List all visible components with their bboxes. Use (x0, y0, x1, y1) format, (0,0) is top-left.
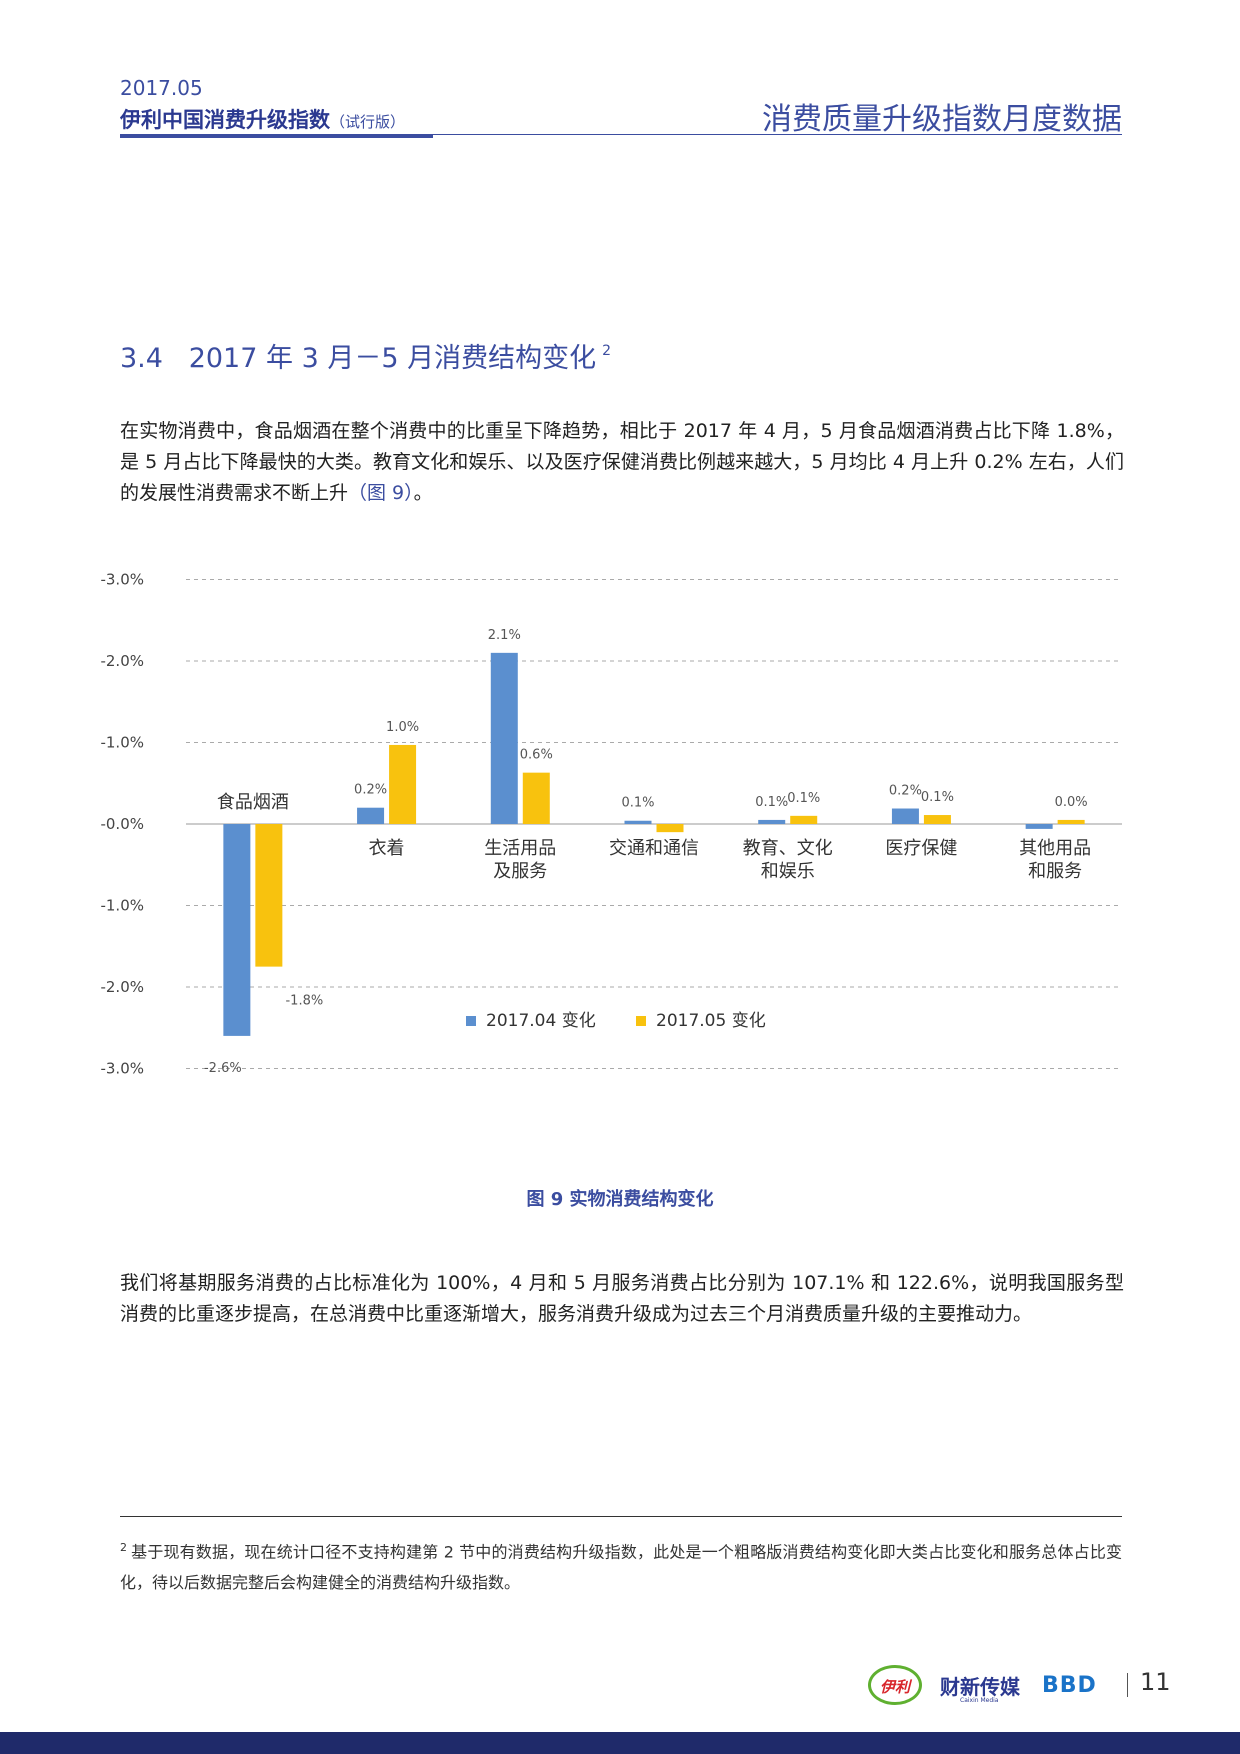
bar (1057, 819, 1085, 824)
data-label: 0.1% (921, 790, 954, 805)
data-label: 2.1% (488, 628, 521, 643)
y-tick-label: -1.0% (100, 734, 144, 752)
bar (758, 819, 786, 824)
y-tick-label: -1.0% (100, 897, 144, 915)
y-tick-label: -2.0% (100, 978, 144, 996)
footer-logos: 伊利 财新传媒 Caixin Media BBD (868, 1665, 1124, 1709)
intro-paragraph: 在实物消费中，食品烟酒在整个消费中的比重呈下降趋势，相比于 2017 年 4 月… (120, 416, 1124, 509)
bar (891, 808, 919, 824)
category-label: 衣着 (369, 838, 405, 859)
data-label: 0.1% (787, 791, 820, 806)
data-label: 0.1% (621, 796, 654, 811)
bar (357, 807, 385, 824)
data-label: 1.0% (386, 720, 419, 735)
category-label: 及服务 (493, 861, 547, 882)
data-label: 0.2% (354, 783, 387, 798)
footnote-rule (120, 1516, 1122, 1517)
legend-swatch (466, 1016, 476, 1026)
caixin-logo-sub: Caixin Media (960, 1697, 999, 1704)
footnote-marker: 2 (120, 1541, 127, 1554)
bbd-logo: BBD (1042, 1673, 1097, 1698)
data-label: -1.8% (285, 994, 323, 1009)
bar (790, 815, 818, 824)
data-label: 0.2% (889, 784, 922, 799)
service-paragraph: 我们将基期服务消费的占比标准化为 100%，4 月和 5 月服务消费占比分别为 … (120, 1272, 1124, 1325)
bar (656, 824, 684, 833)
bar (923, 815, 951, 824)
section-heading: 3.4 2017 年 3 月－5 月消费结构变化 2 (120, 336, 611, 375)
footnote: 2 基于现有数据，现在统计口径不支持构建第 2 节中的消费结构升级指数，此处是一个… (120, 1532, 1122, 1598)
header-section-title: 消费质量升级指数月度数据 (762, 102, 1122, 137)
category-label: 医疗保健 (885, 838, 957, 859)
legend-label: 2017.04 变化 (486, 1011, 596, 1031)
data-label: 0.1% (755, 795, 788, 810)
footer-bar (0, 1732, 1240, 1754)
data-label: -2.6% (204, 1061, 242, 1076)
section-number: 3.4 (120, 343, 163, 374)
y-tick-label: -3.0% (100, 1060, 144, 1078)
bar (223, 824, 251, 1036)
header-accent-bar (120, 134, 433, 138)
category-label: 交通和通信 (609, 838, 699, 859)
category-label: 其他用品 (1019, 838, 1091, 859)
bar (1025, 824, 1053, 829)
figure-caption: 图 9 实物消费结构变化 (526, 1189, 714, 1210)
category-label: 和服务 (1028, 861, 1082, 882)
header-date: 2017.05 (120, 76, 203, 100)
header-brand-title: 伊利中国消费升级指数 (120, 108, 330, 132)
bar (522, 772, 550, 824)
y-tick-label: -2.0% (100, 652, 144, 670)
intro-paragraph-text: 在实物消费中，食品烟酒在整个消费中的比重呈下降趋势，相比于 2017 年 4 月… (120, 420, 1124, 504)
yili-logo: 伊利 (868, 1665, 922, 1705)
category-label: 生活用品 (484, 838, 556, 859)
figure-reference-link[interactable]: （图 9） (348, 482, 414, 504)
header-brand: 伊利中国消费升级指数（试行版） (120, 104, 405, 134)
legend-label: 2017.05 变化 (656, 1011, 766, 1031)
yili-logo-text: 伊利 (879, 1678, 910, 1696)
header-brand-sub: （试行版） (330, 113, 406, 131)
bar (490, 652, 518, 824)
page-number-separator (1127, 1673, 1128, 1697)
y-tick-label: -0.0% (100, 815, 144, 833)
bar (624, 820, 652, 824)
category-label: 食品烟酒 (217, 792, 289, 813)
category-label: 教育、文化 (743, 838, 833, 859)
legend-swatch (636, 1016, 646, 1026)
page-number: 11 (1140, 1668, 1171, 1696)
footnote-text: 基于现有数据，现在统计口径不支持构建第 2 节中的消费结构升级指数，此处是一个粗… (120, 1542, 1122, 1593)
section-heading-text: 2017 年 3 月－5 月消费结构变化 (188, 343, 597, 374)
intro-paragraph-end: 。 (413, 482, 433, 504)
header-rule (120, 134, 1122, 135)
data-label: 0.0% (1055, 795, 1088, 810)
caixin-logo: 财新传媒 (940, 1675, 1020, 1699)
bar (389, 744, 417, 824)
bar (255, 824, 283, 967)
category-label: 和娱乐 (761, 861, 815, 882)
bar-chart: -3.0% -2.0% -1.0% -0.0% -1.0% -2.0% -3.0% -2.6%… (100, 571, 1122, 1078)
y-tick-label: -3.0% (100, 571, 144, 589)
section-footnote-ref: 2 (602, 343, 612, 359)
data-label: 0.6% (520, 748, 553, 763)
